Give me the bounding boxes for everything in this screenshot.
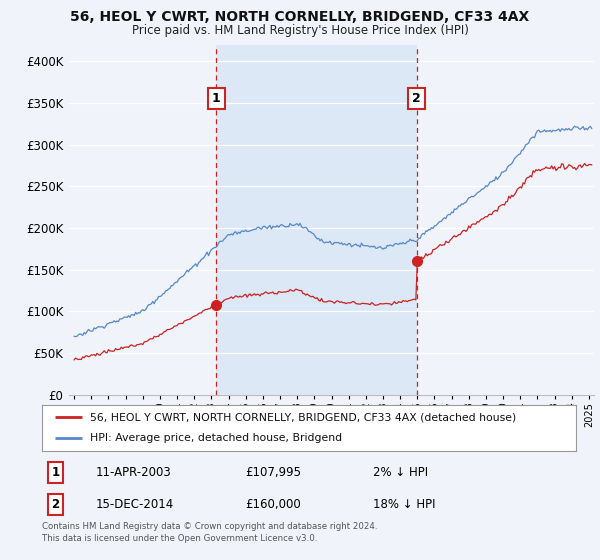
Text: 2: 2 xyxy=(51,498,59,511)
Text: £107,995: £107,995 xyxy=(245,466,301,479)
Text: 15-DEC-2014: 15-DEC-2014 xyxy=(95,498,173,511)
Text: 56, HEOL Y CWRT, NORTH CORNELLY, BRIDGEND, CF33 4AX: 56, HEOL Y CWRT, NORTH CORNELLY, BRIDGEN… xyxy=(70,10,530,24)
Text: 2% ↓ HPI: 2% ↓ HPI xyxy=(373,466,428,479)
Text: HPI: Average price, detached house, Bridgend: HPI: Average price, detached house, Brid… xyxy=(90,433,342,444)
Text: 1: 1 xyxy=(51,466,59,479)
Text: 18% ↓ HPI: 18% ↓ HPI xyxy=(373,498,436,511)
Text: Contains HM Land Registry data © Crown copyright and database right 2024.
This d: Contains HM Land Registry data © Crown c… xyxy=(42,522,377,543)
Text: 1: 1 xyxy=(212,92,221,105)
Text: Price paid vs. HM Land Registry's House Price Index (HPI): Price paid vs. HM Land Registry's House … xyxy=(131,24,469,36)
Text: £160,000: £160,000 xyxy=(245,498,301,511)
Text: 56, HEOL Y CWRT, NORTH CORNELLY, BRIDGEND, CF33 4AX (detached house): 56, HEOL Y CWRT, NORTH CORNELLY, BRIDGEN… xyxy=(90,412,517,422)
Text: 2: 2 xyxy=(412,92,421,105)
Text: 11-APR-2003: 11-APR-2003 xyxy=(95,466,171,479)
Bar xyxy=(216,45,416,395)
